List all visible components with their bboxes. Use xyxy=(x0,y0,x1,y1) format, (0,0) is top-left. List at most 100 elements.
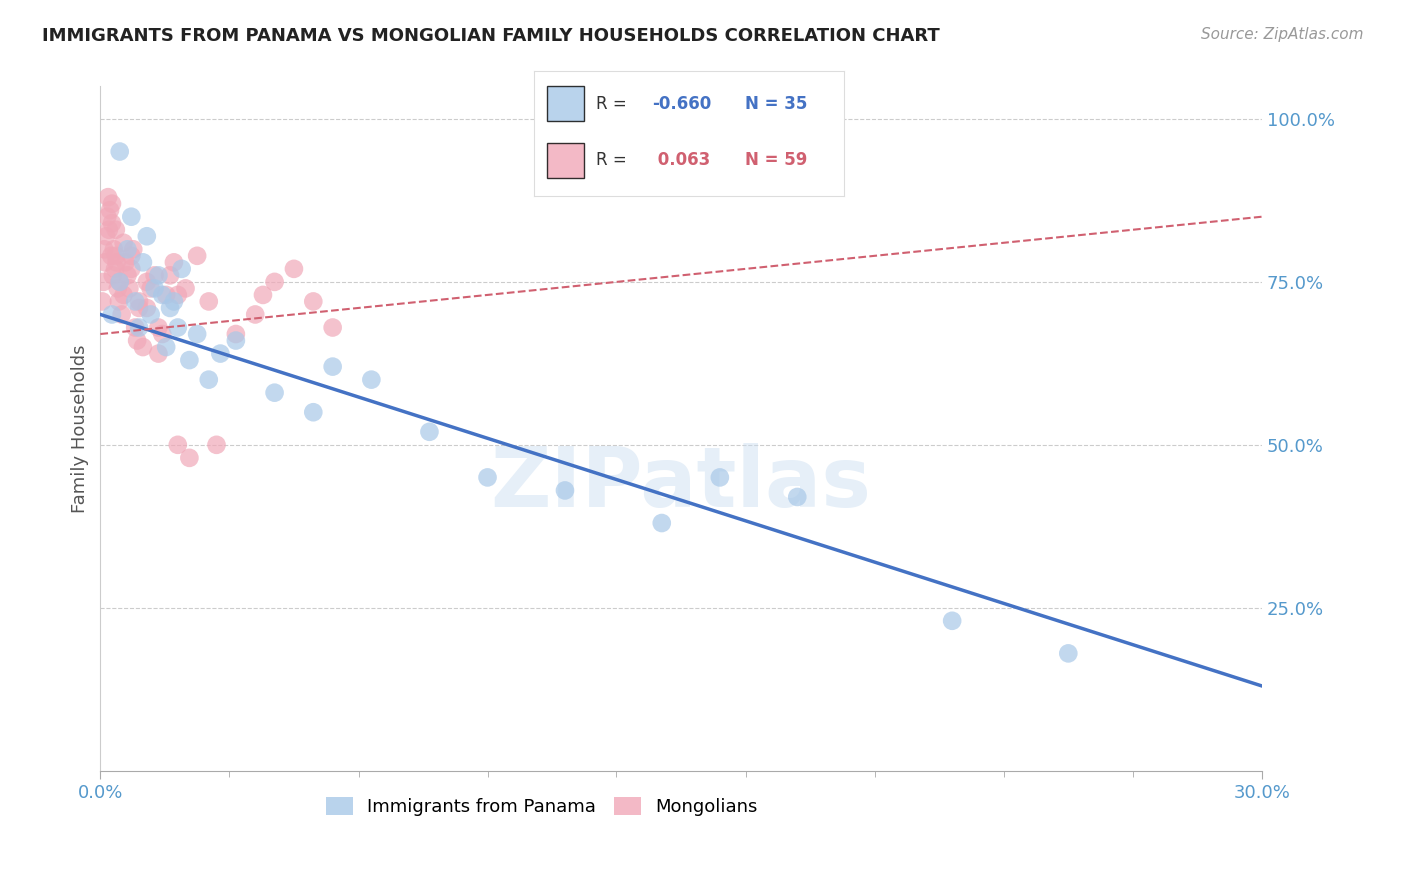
Legend: Immigrants from Panama, Mongolians: Immigrants from Panama, Mongolians xyxy=(318,789,765,823)
Point xyxy=(97,190,120,204)
Point xyxy=(186,249,208,263)
Text: Source: ZipAtlas.com: Source: ZipAtlas.com xyxy=(1201,27,1364,42)
Point xyxy=(186,326,208,341)
Point xyxy=(209,346,232,360)
Point xyxy=(108,294,131,309)
Point xyxy=(302,294,325,309)
Point xyxy=(786,490,808,504)
Point xyxy=(97,223,120,237)
Point xyxy=(554,483,576,498)
Text: N = 35: N = 35 xyxy=(745,95,807,112)
Y-axis label: Family Households: Family Households xyxy=(72,344,89,513)
Point xyxy=(179,353,201,368)
Text: IMMIGRANTS FROM PANAMA VS MONGOLIAN FAMILY HOUSEHOLDS CORRELATION CHART: IMMIGRANTS FROM PANAMA VS MONGOLIAN FAMI… xyxy=(42,27,941,45)
Point xyxy=(128,301,150,315)
Point xyxy=(111,308,134,322)
FancyBboxPatch shape xyxy=(547,143,583,178)
Point xyxy=(112,235,135,250)
Point xyxy=(114,255,136,269)
Point xyxy=(104,261,127,276)
Point xyxy=(101,308,124,322)
Point xyxy=(283,261,305,276)
Point xyxy=(124,320,146,334)
Point xyxy=(197,294,219,309)
Point xyxy=(179,450,201,465)
Point xyxy=(322,359,344,374)
Point xyxy=(127,334,149,348)
Text: 0.063: 0.063 xyxy=(652,151,710,169)
Point xyxy=(135,275,157,289)
Point xyxy=(101,196,124,211)
Point xyxy=(117,242,139,256)
Point xyxy=(108,275,131,289)
Text: R =: R = xyxy=(596,151,633,169)
Point xyxy=(98,203,121,218)
Text: ZIPatlas: ZIPatlas xyxy=(491,442,872,524)
Point xyxy=(139,308,162,322)
Point xyxy=(100,249,122,263)
Point xyxy=(120,210,142,224)
Point xyxy=(94,255,117,269)
Point xyxy=(128,294,150,309)
Point xyxy=(120,249,142,263)
Point xyxy=(132,255,155,269)
Point xyxy=(135,301,157,315)
Point xyxy=(252,288,274,302)
Point xyxy=(101,216,124,230)
Point xyxy=(360,373,382,387)
Point xyxy=(93,242,115,256)
Point xyxy=(148,346,170,360)
Text: -0.660: -0.660 xyxy=(652,95,711,112)
Point xyxy=(150,288,173,302)
Point xyxy=(96,210,118,224)
Point xyxy=(103,242,125,256)
Point xyxy=(112,288,135,302)
Point xyxy=(941,614,963,628)
Point xyxy=(117,268,139,283)
Point xyxy=(101,268,124,283)
Point xyxy=(91,294,114,309)
Point xyxy=(166,288,188,302)
Point xyxy=(135,229,157,244)
Point xyxy=(107,281,129,295)
Point xyxy=(1057,646,1080,660)
Point xyxy=(155,340,177,354)
Point xyxy=(302,405,325,419)
Point xyxy=(143,281,166,295)
Point xyxy=(104,223,127,237)
Point xyxy=(148,320,170,334)
Point xyxy=(418,425,440,439)
Text: N = 59: N = 59 xyxy=(745,151,807,169)
Text: R =: R = xyxy=(596,95,633,112)
Point xyxy=(709,470,731,484)
Point xyxy=(104,249,127,263)
Point xyxy=(155,288,177,302)
Point xyxy=(322,320,344,334)
Point xyxy=(108,145,131,159)
Point xyxy=(143,268,166,283)
Point xyxy=(163,294,186,309)
Point xyxy=(651,516,673,530)
Point xyxy=(166,438,188,452)
Point xyxy=(205,438,228,452)
Point xyxy=(225,326,247,341)
Point xyxy=(150,326,173,341)
Point xyxy=(124,294,146,309)
Point xyxy=(108,275,131,289)
Point xyxy=(225,334,247,348)
FancyBboxPatch shape xyxy=(547,87,583,121)
Point xyxy=(96,229,118,244)
Point xyxy=(159,268,181,283)
Point xyxy=(122,242,145,256)
Point xyxy=(263,275,285,289)
Point xyxy=(128,320,150,334)
Point xyxy=(159,301,181,315)
Point xyxy=(132,340,155,354)
Point xyxy=(148,268,170,283)
Point xyxy=(174,281,197,295)
Point xyxy=(93,275,115,289)
Point xyxy=(197,373,219,387)
Point xyxy=(163,255,186,269)
Point xyxy=(245,308,267,322)
Point xyxy=(118,281,141,295)
